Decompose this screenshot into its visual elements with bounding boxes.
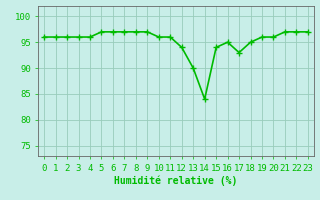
X-axis label: Humidité relative (%): Humidité relative (%) <box>114 175 238 186</box>
